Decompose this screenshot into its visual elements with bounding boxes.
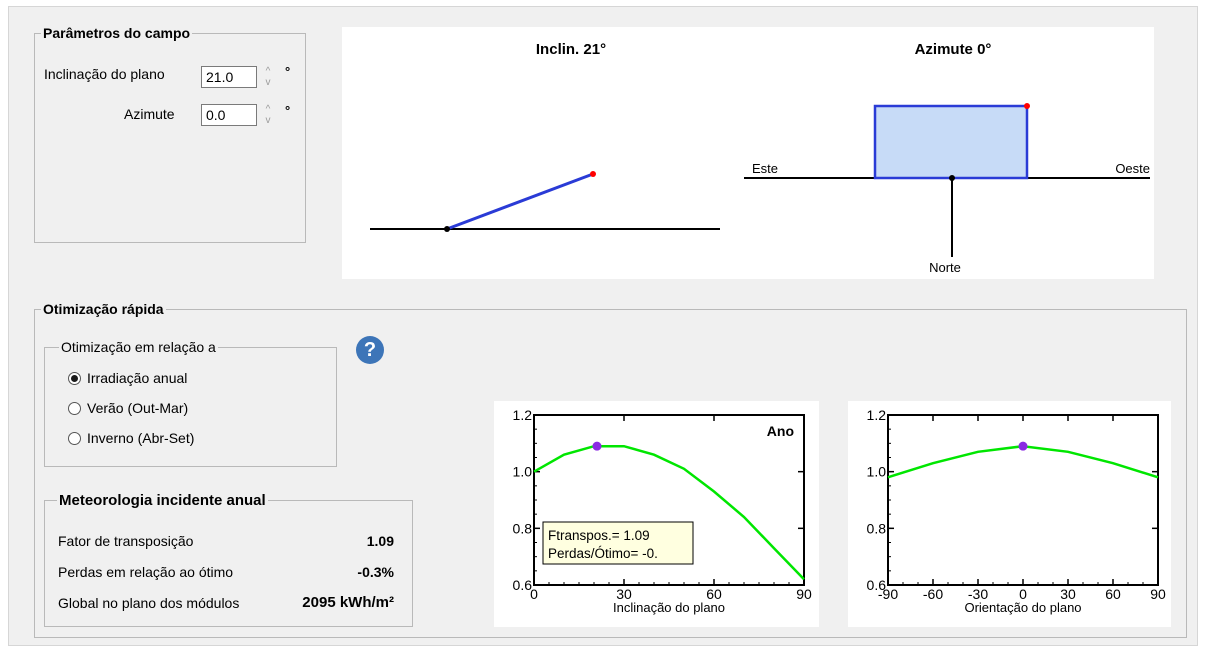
azimuth-stepper[interactable]: ^ v xyxy=(262,104,274,128)
global-plane-value: 2095 kWh/m² xyxy=(302,594,394,611)
x-axis-label: Orientação do plano xyxy=(964,600,1081,615)
orientation-chart-panel: 0.6 0.8 1.0 1.2 -90 -60 -30 0 30 60 90 Orientação d… xyxy=(848,401,1171,627)
transposition-factor-label: Fator de transposição xyxy=(58,533,194,549)
radio-button-selected[interactable] xyxy=(68,371,81,385)
tilt-plane-line xyxy=(446,172,594,231)
chevron-down-icon[interactable]: v xyxy=(265,115,271,126)
azimuth-label: Azimute xyxy=(124,106,175,122)
field-params-group: Parâmetros do campo xyxy=(34,25,306,243)
global-plane-label: Global no plano dos módulos xyxy=(58,595,240,611)
y-tick-label: 1.0 xyxy=(513,464,533,480)
optimization-group: Otimização rápida xyxy=(34,301,1187,638)
y-tick-label: 1.2 xyxy=(513,407,533,423)
info-box xyxy=(542,521,694,565)
radio-button[interactable] xyxy=(68,431,81,445)
north-label: Norte xyxy=(929,260,961,275)
optimization-legend: Otimização rápida xyxy=(43,301,164,317)
radio-annual[interactable]: Irradiação anual xyxy=(68,370,187,386)
radio-annual-label: Irradiação anual xyxy=(87,370,188,386)
meteo-legend: Meteorologia incidente anual xyxy=(59,492,266,509)
orientation-diagram-svg: Inclin. 21° Azimute 0° Este Oeste Norte xyxy=(370,41,1150,275)
y-tick-label: 1.2 xyxy=(867,407,887,423)
azimuth-title: Azimute 0° xyxy=(915,41,992,58)
chevron-up-icon[interactable]: ^ xyxy=(265,66,271,77)
info-box-line: Perdas/Ótimo= -0. xyxy=(548,546,658,561)
azimuth-center-dot xyxy=(949,175,955,181)
tilt-chart: 0.6 0.8 1.0 1.2 0 30 60 90 Inclinação do plano An… xyxy=(513,407,812,615)
x-axis-label: Inclinação do plano xyxy=(613,600,725,615)
y-tick-label: 0.6 xyxy=(867,577,887,593)
chart-annotation: Ano xyxy=(767,423,794,439)
x-tick-label: -60 xyxy=(923,586,943,602)
tilt-chart-panel: 0.6 0.8 1.0 1.2 0 30 60 90 Inclinação do plano An… xyxy=(494,401,819,627)
x-tick-label: -90 xyxy=(878,586,898,602)
azimuth-input[interactable]: 0.0 xyxy=(201,104,257,126)
orientation-diagram: Inclin. 21° Azimute 0° Este Oeste Norte xyxy=(342,27,1154,279)
x-tick-label: 60 xyxy=(706,586,722,602)
meteo-group: Meteorologia incidente anual xyxy=(44,492,413,627)
y-tick-label: 0.8 xyxy=(513,520,533,536)
y-tick-label: 0.8 xyxy=(867,520,887,536)
tilt-stepper[interactable]: ^ v xyxy=(262,66,274,90)
radio-button[interactable] xyxy=(68,401,81,415)
optimization-criteria-legend: Otimização em relação a xyxy=(61,339,216,355)
optimum-point xyxy=(1018,441,1028,451)
chevron-up-icon[interactable]: ^ xyxy=(265,104,271,115)
tilt-degree-symbol: ° xyxy=(285,64,291,79)
transposition-factor-value: 1.09 xyxy=(366,533,394,549)
tilt-label: Inclinação do plano xyxy=(44,66,165,82)
west-label: Oeste xyxy=(1115,161,1150,176)
x-tick-label: 90 xyxy=(796,586,812,602)
radio-summer-label: Verão (Out-Mar) xyxy=(87,400,189,416)
series-line xyxy=(533,444,805,581)
tilt-tip-dot xyxy=(590,171,596,177)
radio-winter[interactable]: Inverno (Abr-Set) xyxy=(68,430,194,446)
losses-label: Perdas em relação ao ótimo xyxy=(58,564,234,580)
east-label: Este xyxy=(752,161,778,176)
orientation-chart: 0.6 0.8 1.0 1.2 -90 -60 -30 0 30 60 90 Orientação d… xyxy=(867,407,1166,615)
x-tick-label: 30 xyxy=(1060,586,1076,602)
azimuth-plane-rect xyxy=(873,104,1029,180)
x-tick-label: 0 xyxy=(530,586,538,602)
tilt-title: Inclin. 21° xyxy=(536,41,606,58)
radio-summer[interactable]: Verão (Out-Mar) xyxy=(68,400,188,416)
y-tick-label: 0.6 xyxy=(513,577,533,593)
losses-value: -0.3% xyxy=(357,564,394,580)
x-tick-label: 90 xyxy=(1150,586,1166,602)
y-tick-label: 1.0 xyxy=(867,464,887,480)
chevron-down-icon[interactable]: v xyxy=(265,77,271,88)
x-tick-label: 60 xyxy=(1105,586,1121,602)
tilt-pivot-dot xyxy=(444,226,450,232)
info-box-line: Ftranspos.= 1.09 xyxy=(548,528,650,543)
radio-winter-label: Inverno (Abr-Set) xyxy=(87,430,195,446)
azimuth-degree-symbol: ° xyxy=(285,103,291,118)
field-params-legend: Parâmetros do campo xyxy=(43,25,191,41)
help-icon[interactable]: ? xyxy=(356,336,384,364)
x-tick-label: 30 xyxy=(616,586,632,602)
x-tick-label: 0 xyxy=(1019,586,1027,602)
tilt-input[interactable]: 21.0 xyxy=(201,66,257,88)
plot-frame xyxy=(887,414,1159,586)
optimum-point xyxy=(592,441,602,451)
optimization-criteria-group: Otimização em relação a xyxy=(44,339,337,467)
x-tick-label: -30 xyxy=(968,586,988,602)
azimuth-tip-dot xyxy=(1024,103,1030,109)
